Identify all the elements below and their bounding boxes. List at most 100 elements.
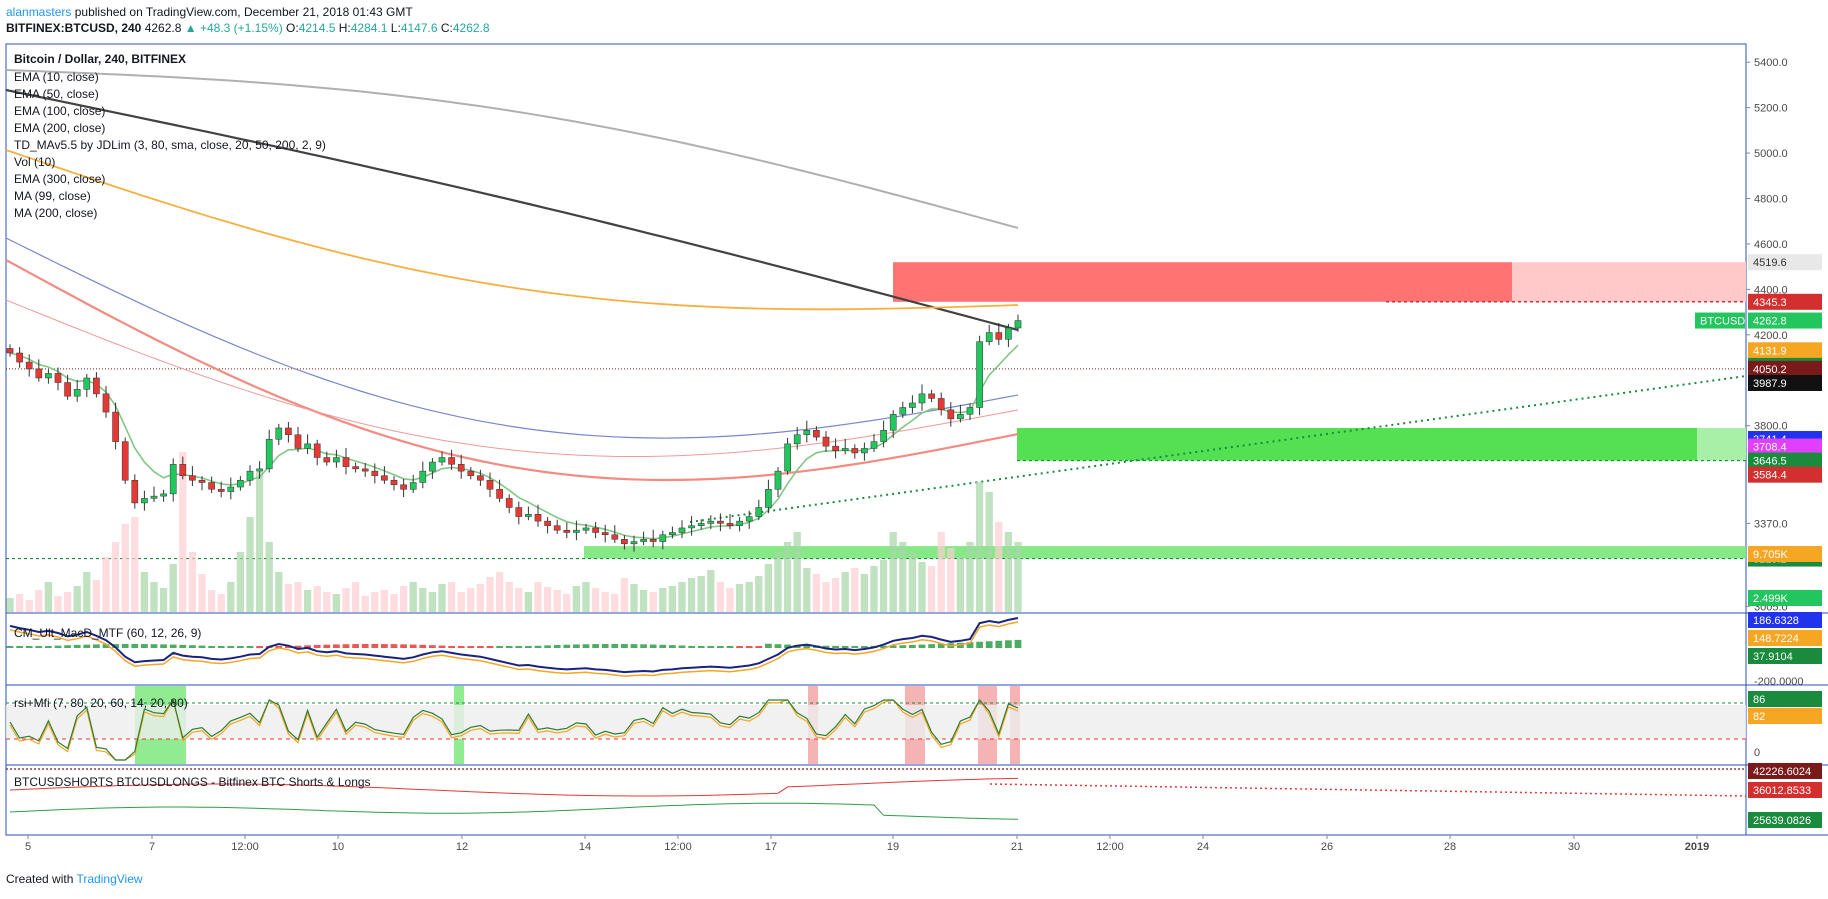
candle-body	[909, 402, 916, 408]
volume-bar	[332, 594, 341, 612]
candle-body	[323, 457, 331, 463]
volume-bar	[697, 576, 705, 612]
tradingview-logo[interactable]: TradingView	[76, 872, 143, 886]
support-zone-upper	[1017, 427, 1697, 461]
macd-bar	[448, 645, 455, 648]
open-value: 4214.5	[298, 21, 336, 35]
candle-body	[246, 470, 254, 481]
candle-body	[553, 525, 561, 531]
macd-bar	[736, 646, 743, 648]
volume-bar	[975, 482, 984, 612]
macd-bar	[601, 644, 609, 648]
price-tag: 3708.4	[1753, 442, 1787, 454]
volume-bar	[102, 557, 110, 612]
high-value: 4284.1	[350, 21, 388, 35]
macd-bar	[534, 645, 542, 648]
volume-bar	[476, 584, 485, 612]
macd-bar	[429, 645, 436, 648]
author-link[interactable]: alanmasters	[6, 5, 72, 19]
volume-bar	[707, 570, 715, 612]
candle-body	[256, 468, 263, 472]
price-tick-label: 5400.0	[1754, 57, 1788, 69]
macd-bar	[83, 644, 91, 648]
candle-body	[813, 429, 820, 438]
time-tick-label: 30	[1568, 841, 1580, 853]
time-tick-label: 12:00	[231, 841, 259, 853]
candle-body	[621, 539, 628, 545]
volume-bar	[649, 592, 657, 612]
rsi-axis-label: 0	[1754, 747, 1760, 759]
macd-signal-line	[9, 621, 1019, 677]
price-tag: 3584.4	[1753, 470, 1787, 482]
candle-body	[217, 489, 225, 492]
macd-bar	[323, 644, 331, 648]
volume-bar	[159, 588, 168, 612]
volume-bar	[246, 517, 254, 612]
macd-bar	[121, 644, 129, 648]
indicator-label: MA (200, close)	[14, 206, 97, 220]
candle-body	[678, 527, 686, 533]
candle-body	[237, 479, 244, 488]
time-tick-label: 2019	[1685, 841, 1709, 853]
candle-body	[765, 489, 772, 508]
candle-body	[563, 529, 571, 533]
indicator-label: EMA (50, close)	[14, 87, 99, 101]
macd-bar	[141, 644, 148, 648]
volume-bar	[169, 564, 177, 612]
volume-bar	[236, 552, 245, 612]
macd-tag: 148.7224	[1753, 633, 1799, 645]
volume-bar	[342, 588, 350, 612]
candle-body	[313, 443, 321, 458]
volume-bar	[275, 572, 283, 612]
volume-bar	[543, 587, 552, 612]
ema-300-line	[5, 69, 1019, 229]
macd-bar	[928, 644, 935, 648]
main-legend: Bitcoin / Dollar, 240, BITFINEX EMA (10, …	[14, 52, 326, 220]
candle-body	[73, 389, 81, 397]
candle-body	[957, 414, 964, 420]
volume-bar	[745, 582, 753, 612]
support-zone-upper-extension	[1697, 427, 1746, 461]
macd-bar	[745, 646, 753, 648]
candle-body	[150, 495, 158, 499]
candle-body	[544, 520, 551, 526]
volume-bar	[83, 572, 91, 612]
candle-body	[726, 523, 734, 526]
price-tick-label: 5000.0	[1754, 148, 1788, 160]
macd-bar	[419, 644, 427, 648]
macd-axis-label: -200.0000	[1754, 676, 1804, 688]
volume-bar	[409, 582, 417, 612]
macd-bar	[54, 645, 62, 648]
macd-bar	[707, 646, 715, 648]
macd-bar	[1005, 640, 1012, 648]
footer: Created with TradingView	[6, 872, 143, 886]
volume-bar	[668, 586, 677, 612]
shorts-longs-tag-bg	[1748, 763, 1822, 779]
macd-bar	[841, 645, 849, 648]
price-change: ▲ +48.3 (+1.15%)	[184, 21, 283, 35]
volume-bar	[505, 582, 513, 612]
volume-bar	[294, 582, 302, 612]
low-value: 4147.6	[400, 21, 438, 35]
volume-bar	[956, 556, 965, 612]
candle-body	[45, 373, 52, 379]
macd-bar	[640, 644, 647, 648]
price-tag-bg	[1748, 254, 1822, 271]
rsi-line	[9, 698, 1019, 761]
macd-bar	[966, 642, 974, 648]
volume-bar	[390, 594, 398, 612]
volume-bar	[419, 588, 427, 612]
candle-body	[822, 436, 830, 447]
volume-bar	[44, 582, 53, 612]
candle-body	[640, 539, 647, 542]
candle-body	[179, 464, 187, 476]
price-tag: 4519.6	[1753, 257, 1787, 269]
rsi-title: rsi+Mfi (7, 80, 20, 60, 14, 20, 80)	[14, 696, 188, 710]
candle-body	[361, 468, 369, 472]
macd-bar	[227, 646, 235, 648]
volume-bar	[851, 568, 859, 612]
volume-bar	[947, 548, 955, 612]
candle-body	[1005, 327, 1012, 340]
candle-body	[112, 411, 119, 442]
